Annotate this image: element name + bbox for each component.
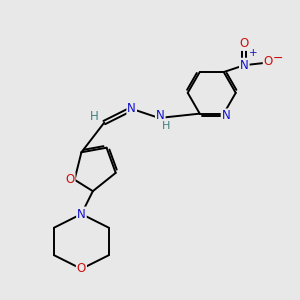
Text: +: + bbox=[249, 48, 257, 58]
Text: O: O bbox=[65, 173, 75, 186]
Text: O: O bbox=[240, 37, 249, 50]
Text: O: O bbox=[77, 262, 86, 275]
Text: −: − bbox=[272, 52, 283, 65]
Text: H: H bbox=[162, 121, 170, 131]
Text: O: O bbox=[264, 55, 273, 68]
Text: N: N bbox=[127, 102, 136, 115]
Text: N: N bbox=[156, 109, 165, 122]
Text: N: N bbox=[77, 208, 86, 220]
Text: N: N bbox=[222, 110, 230, 122]
Text: H: H bbox=[90, 110, 98, 123]
Text: N: N bbox=[240, 59, 249, 72]
